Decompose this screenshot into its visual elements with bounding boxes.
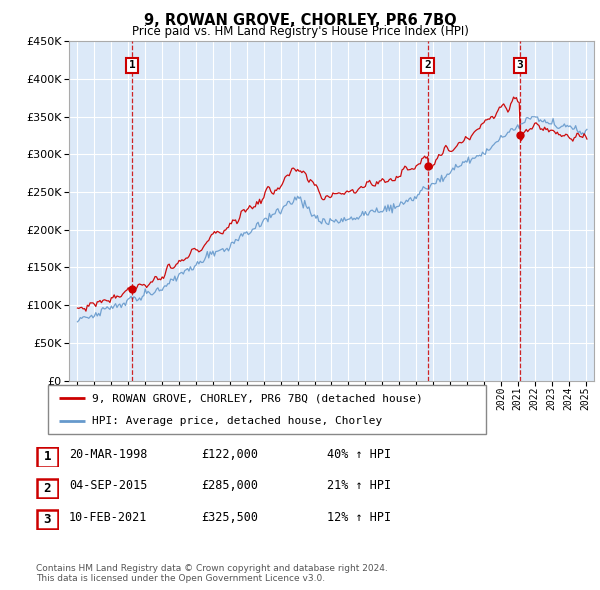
Text: 2: 2 [44,481,51,495]
Text: £285,000: £285,000 [201,479,258,493]
FancyBboxPatch shape [37,478,58,498]
Text: 3: 3 [44,513,51,526]
Text: 1: 1 [44,450,51,464]
Text: 04-SEP-2015: 04-SEP-2015 [69,479,148,493]
Text: Price paid vs. HM Land Registry's House Price Index (HPI): Price paid vs. HM Land Registry's House … [131,25,469,38]
Text: 40% ↑ HPI: 40% ↑ HPI [327,448,391,461]
Text: 2: 2 [424,60,431,70]
Text: 1: 1 [128,60,136,70]
FancyBboxPatch shape [37,447,58,467]
FancyBboxPatch shape [37,510,58,529]
Text: 3: 3 [516,60,523,70]
Text: Contains HM Land Registry data © Crown copyright and database right 2024.: Contains HM Land Registry data © Crown c… [36,565,388,573]
Text: 21% ↑ HPI: 21% ↑ HPI [327,479,391,493]
Text: This data is licensed under the Open Government Licence v3.0.: This data is licensed under the Open Gov… [36,574,325,583]
Text: 9, ROWAN GROVE, CHORLEY, PR6 7BQ: 9, ROWAN GROVE, CHORLEY, PR6 7BQ [143,13,457,28]
Text: 10-FEB-2021: 10-FEB-2021 [69,510,148,524]
Text: 12% ↑ HPI: 12% ↑ HPI [327,510,391,524]
Text: £122,000: £122,000 [201,448,258,461]
Text: HPI: Average price, detached house, Chorley: HPI: Average price, detached house, Chor… [92,415,382,425]
Text: 20-MAR-1998: 20-MAR-1998 [69,448,148,461]
Text: £325,500: £325,500 [201,510,258,524]
Text: 9, ROWAN GROVE, CHORLEY, PR6 7BQ (detached house): 9, ROWAN GROVE, CHORLEY, PR6 7BQ (detach… [92,394,422,404]
